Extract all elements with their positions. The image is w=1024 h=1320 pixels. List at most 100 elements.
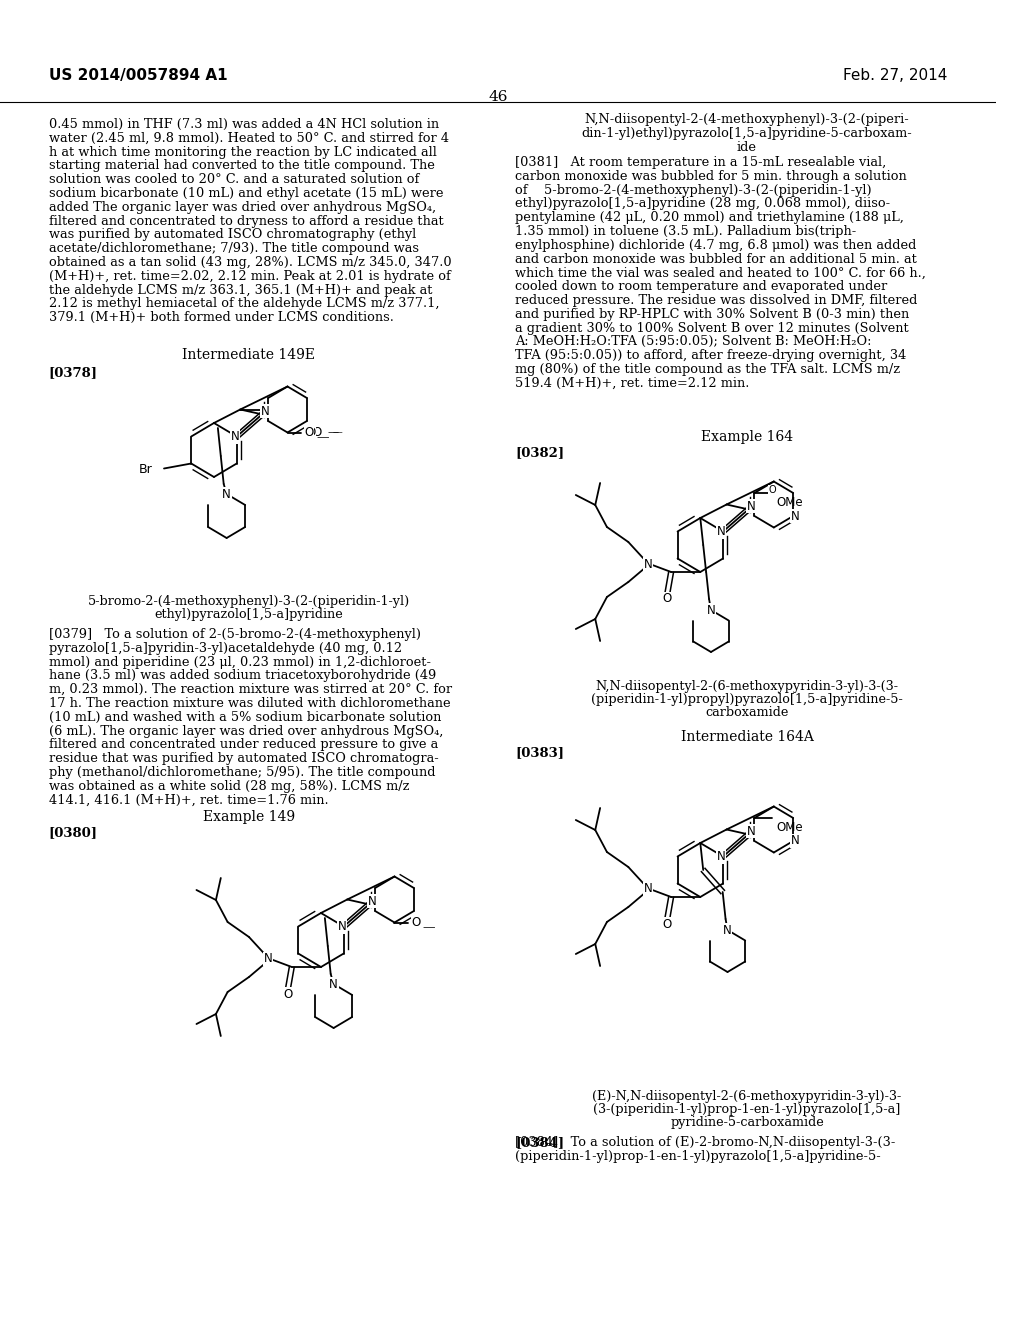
Text: O: O	[663, 917, 672, 931]
Text: filtered and concentrated to dryness to afford a residue that: filtered and concentrated to dryness to …	[48, 215, 443, 227]
Text: filtered and concentrated under reduced pressure to give a: filtered and concentrated under reduced …	[48, 738, 438, 751]
Text: O: O	[304, 426, 313, 440]
Text: 519.4 (M+H)+, ret. time=2.12 min.: 519.4 (M+H)+, ret. time=2.12 min.	[515, 376, 750, 389]
Text: —: —	[316, 432, 329, 444]
Text: N: N	[643, 883, 652, 895]
Text: N,N-diisopentyl-2-(6-methoxypyridin-3-yl)-3-(3-: N,N-diisopentyl-2-(6-methoxypyridin-3-yl…	[596, 680, 898, 693]
Text: ide: ide	[737, 141, 757, 153]
Text: 46: 46	[488, 90, 508, 104]
Text: (10 mL) and washed with a 5% sodium bicarbonate solution: (10 mL) and washed with a 5% sodium bica…	[48, 710, 441, 723]
Text: enylphosphine) dichloride (4.7 mg, 6.8 μmol) was then added: enylphosphine) dichloride (4.7 mg, 6.8 μ…	[515, 239, 916, 252]
Text: A: MeOH:H₂O:TFA (5:95:0.05); Solvent B: MeOH:H₂O:: A: MeOH:H₂O:TFA (5:95:0.05); Solvent B: …	[515, 335, 872, 348]
Text: starting material had converted to the title compound. The: starting material had converted to the t…	[48, 160, 434, 173]
Text: —: —	[328, 428, 339, 437]
Text: hane (3.5 ml) was added sodium triacetoxyborohydride (49: hane (3.5 ml) was added sodium triacetox…	[48, 669, 436, 682]
Text: a gradient 30% to 100% Solvent B over 12 minutes (Solvent: a gradient 30% to 100% Solvent B over 12…	[515, 322, 909, 334]
Text: N: N	[746, 825, 756, 838]
Text: 1.35 mmol) in toluene (3.5 mL). Palladium bis(triph-: 1.35 mmol) in toluene (3.5 mL). Palladiu…	[515, 224, 857, 238]
Text: carboxamide: carboxamide	[706, 706, 788, 719]
Text: was purified by automated ISCO chromatography (ethyl: was purified by automated ISCO chromatog…	[48, 228, 416, 242]
Text: N: N	[643, 557, 652, 570]
Text: [0378]: [0378]	[48, 366, 97, 379]
Text: OMe: OMe	[777, 821, 804, 834]
Text: cooled down to room temperature and evaporated under: cooled down to room temperature and evap…	[515, 280, 888, 293]
Text: N: N	[337, 920, 346, 933]
Text: N: N	[368, 895, 377, 908]
Text: N: N	[746, 500, 756, 513]
Text: Example 149: Example 149	[203, 810, 295, 824]
Text: ethyl)pyrazolo[1,5-a]pyridine (28 mg, 0.068 mmol), diiso-: ethyl)pyrazolo[1,5-a]pyridine (28 mg, 0.…	[515, 198, 891, 210]
Text: O: O	[284, 987, 293, 1001]
Text: mmol) and piperidine (23 μl, 0.23 mmol) in 1,2-dichloroet-: mmol) and piperidine (23 μl, 0.23 mmol) …	[48, 656, 431, 669]
Text: (6 mL). The organic layer was dried over anhydrous MgSO₄,: (6 mL). The organic layer was dried over…	[48, 725, 443, 738]
Text: residue that was purified by automated ISCO chromatogra-: residue that was purified by automated I…	[48, 752, 438, 766]
Text: ethyl)pyrazolo[1,5-a]pyridine: ethyl)pyrazolo[1,5-a]pyridine	[155, 609, 343, 620]
Text: —: —	[423, 921, 435, 935]
Text: 414.1, 416.1 (M+H)+, ret. time=1.76 min.: 414.1, 416.1 (M+H)+, ret. time=1.76 min.	[48, 793, 329, 807]
Text: which time the vial was sealed and heated to 100° C. for 66 h.,: which time the vial was sealed and heate…	[515, 267, 927, 280]
Text: N: N	[222, 487, 231, 500]
Text: din-1-yl)ethyl)pyrazolo[1,5-a]pyridine-5-carboxam-: din-1-yl)ethyl)pyrazolo[1,5-a]pyridine-5…	[582, 127, 912, 140]
Text: [0381]   At room temperature in a 15-mL resealable vial,: [0381] At room temperature in a 15-mL re…	[515, 156, 887, 169]
Text: US 2014/0057894 A1: US 2014/0057894 A1	[48, 69, 227, 83]
Text: was obtained as a white solid (28 mg, 58%). LCMS m/z: was obtained as a white solid (28 mg, 58…	[48, 780, 410, 793]
Text: N: N	[261, 405, 269, 418]
Text: N: N	[264, 953, 272, 965]
Text: N: N	[330, 978, 338, 990]
Text: N: N	[723, 924, 732, 936]
Text: O: O	[306, 426, 315, 440]
Text: N,N-diisopentyl-2-(4-methoxyphenyl)-3-(2-(piperi-: N,N-diisopentyl-2-(4-methoxyphenyl)-3-(2…	[585, 114, 909, 125]
Text: Intermediate 164A: Intermediate 164A	[681, 730, 813, 744]
Text: Br: Br	[138, 463, 153, 477]
Text: N: N	[707, 603, 716, 616]
Text: O: O	[663, 593, 672, 606]
Text: mg (80%) of the title compound as the TFA salt. LCMS m/z: mg (80%) of the title compound as the TF…	[515, 363, 901, 376]
Text: the aldehyde LCMS m/z 363.1, 365.1 (M+H)+ and peak at: the aldehyde LCMS m/z 363.1, 365.1 (M+H)…	[48, 284, 432, 297]
Text: obtained as a tan solid (43 mg, 28%). LCMS m/z 345.0, 347.0: obtained as a tan solid (43 mg, 28%). LC…	[48, 256, 452, 269]
Text: TFA (95:5:0.05)) to afford, after freeze-drying overnight, 34: TFA (95:5:0.05)) to afford, after freeze…	[515, 350, 907, 362]
Text: OMe: OMe	[777, 496, 804, 510]
Text: solution was cooled to 20° C. and a saturated solution of: solution was cooled to 20° C. and a satu…	[48, 173, 419, 186]
Text: h at which time monitoring the reaction by LC indicated all: h at which time monitoring the reaction …	[48, 145, 436, 158]
Text: acetate/dichloromethane; 7/93). The title compound was: acetate/dichloromethane; 7/93). The titl…	[48, 242, 419, 255]
Text: N: N	[230, 430, 240, 444]
Text: water (2.45 ml, 9.8 mmol). Heated to 50° C. and stirred for 4: water (2.45 ml, 9.8 mmol). Heated to 50°…	[48, 132, 449, 145]
Text: 379.1 (M+H)+ both formed under LCMS conditions.: 379.1 (M+H)+ both formed under LCMS cond…	[48, 312, 393, 325]
Text: carbon monoxide was bubbled for 5 min. through a solution: carbon monoxide was bubbled for 5 min. t…	[515, 170, 907, 182]
Text: m, 0.23 mmol). The reaction mixture was stirred at 20° C. for: m, 0.23 mmol). The reaction mixture was …	[48, 684, 452, 696]
Text: Feb. 27, 2014: Feb. 27, 2014	[843, 69, 947, 83]
Text: pentylamine (42 μL, 0.20 mmol) and triethylamine (188 μL,: pentylamine (42 μL, 0.20 mmol) and triet…	[515, 211, 904, 224]
Text: N: N	[791, 834, 800, 847]
Text: N: N	[717, 850, 725, 863]
Text: O: O	[768, 484, 776, 495]
Text: (piperidin-1-yl)propyl)pyrazolo[1,5-a]pyridine-5-: (piperidin-1-yl)propyl)pyrazolo[1,5-a]py…	[591, 693, 903, 706]
Text: (3-(piperidin-1-yl)prop-1-en-1-yl)pyrazolo[1,5-a]: (3-(piperidin-1-yl)prop-1-en-1-yl)pyrazo…	[593, 1104, 901, 1115]
Text: (M+H)+, ret. time=2.02, 2.12 min. Peak at 2.01 is hydrate of: (M+H)+, ret. time=2.02, 2.12 min. Peak a…	[48, 269, 451, 282]
Text: (E)-N,N-diisopentyl-2-(6-methoxypyridin-3-yl)-3-: (E)-N,N-diisopentyl-2-(6-methoxypyridin-…	[592, 1090, 901, 1104]
Text: [0384]: [0384]	[515, 1137, 564, 1148]
Text: 2.12 is methyl hemiacetal of the aldehyde LCMS m/z 377.1,: 2.12 is methyl hemiacetal of the aldehyd…	[48, 297, 439, 310]
Text: phy (methanol/dichloromethane; 5/95). The title compound: phy (methanol/dichloromethane; 5/95). Th…	[48, 766, 435, 779]
Text: Example 164: Example 164	[700, 430, 793, 444]
Text: [0383]: [0383]	[515, 746, 564, 759]
Text: pyrazolo[1,5-a]pyridin-3-yl)acetaldehyde (40 mg, 0.12: pyrazolo[1,5-a]pyridin-3-yl)acetaldehyde…	[48, 642, 401, 655]
Text: of    5-bromo-2-(4-methoxyphenyl)-3-(2-(piperidin-1-yl): of 5-bromo-2-(4-methoxyphenyl)-3-(2-(pip…	[515, 183, 872, 197]
Text: 5-bromo-2-(4-methoxyphenyl)-3-(2-(piperidin-1-yl): 5-bromo-2-(4-methoxyphenyl)-3-(2-(piperi…	[88, 595, 411, 609]
Text: Intermediate 149E: Intermediate 149E	[182, 348, 315, 362]
Text: added The organic layer was dried over anhydrous MgSO₄,: added The organic layer was dried over a…	[48, 201, 436, 214]
Text: N: N	[717, 525, 725, 539]
Text: sodium bicarbonate (10 mL) and ethyl acetate (15 mL) were: sodium bicarbonate (10 mL) and ethyl ace…	[48, 187, 443, 201]
Text: pyridine-5-carboxamide: pyridine-5-carboxamide	[670, 1115, 824, 1129]
Text: 17 h. The reaction mixture was diluted with dichloromethane: 17 h. The reaction mixture was diluted w…	[48, 697, 451, 710]
Text: —: —	[332, 428, 342, 437]
Text: [0379]   To a solution of 2-(5-bromo-2-(4-methoxyphenyl): [0379] To a solution of 2-(5-bromo-2-(4-…	[48, 628, 421, 642]
Text: and carbon monoxide was bubbled for an additional 5 min. at: and carbon monoxide was bubbled for an a…	[515, 252, 918, 265]
Text: 0.45 mmol) in THF (7.3 ml) was added a 4N HCl solution in: 0.45 mmol) in THF (7.3 ml) was added a 4…	[48, 117, 438, 131]
Text: and purified by RP-HPLC with 30% Solvent B (0-3 min) then: and purified by RP-HPLC with 30% Solvent…	[515, 308, 909, 321]
Text: [0380]: [0380]	[48, 826, 97, 840]
Text: [0382]: [0382]	[515, 446, 564, 459]
Text: N: N	[791, 510, 800, 523]
Text: reduced pressure. The residue was dissolved in DMF, filtered: reduced pressure. The residue was dissol…	[515, 294, 918, 308]
Text: (piperidin-1-yl)prop-1-en-1-yl)pyrazolo[1,5-a]pyridine-5-: (piperidin-1-yl)prop-1-en-1-yl)pyrazolo[…	[515, 1150, 882, 1163]
Text: O: O	[412, 916, 421, 929]
